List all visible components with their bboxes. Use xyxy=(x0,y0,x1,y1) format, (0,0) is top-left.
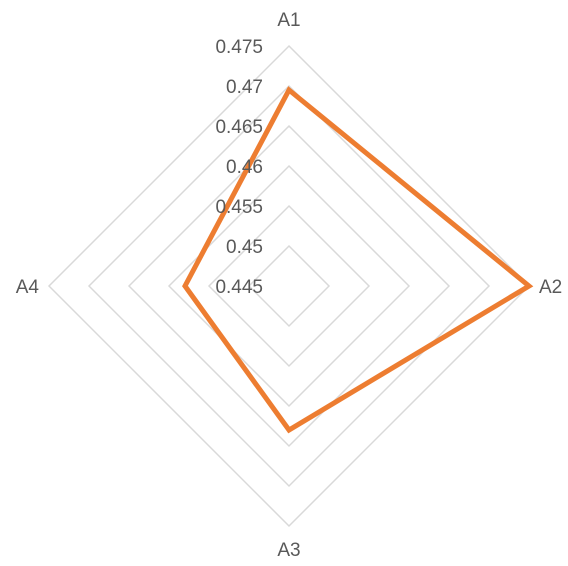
axis-labels: A1 A2 A3 A4 xyxy=(16,10,563,561)
grid-ring-6 xyxy=(47,44,531,528)
grid-ring-3 xyxy=(167,164,411,408)
tick-labels: 0.445 0.45 0.455 0.46 0.465 0.47 0.475 xyxy=(215,37,263,298)
grid xyxy=(47,44,531,528)
tick-label-4: 0.465 xyxy=(215,117,263,138)
grid-ring-2 xyxy=(207,204,371,368)
tick-label-1: 0.45 xyxy=(226,237,263,258)
tick-label-3: 0.46 xyxy=(226,157,263,178)
tick-label-0: 0.445 xyxy=(215,277,263,298)
grid-ring-4 xyxy=(127,124,451,448)
axis-label-a3: A3 xyxy=(277,540,300,561)
tick-label-2: 0.455 xyxy=(215,197,263,218)
axis-label-a2: A2 xyxy=(539,277,562,298)
axis-label-a1: A1 xyxy=(277,10,300,31)
tick-label-6: 0.475 xyxy=(215,37,263,58)
series-layer xyxy=(182,86,534,434)
grid-ring-5 xyxy=(87,84,491,488)
axis-label-a4: A4 xyxy=(16,277,40,298)
tick-label-5: 0.47 xyxy=(226,77,263,98)
grid-ring-1 xyxy=(247,244,331,328)
